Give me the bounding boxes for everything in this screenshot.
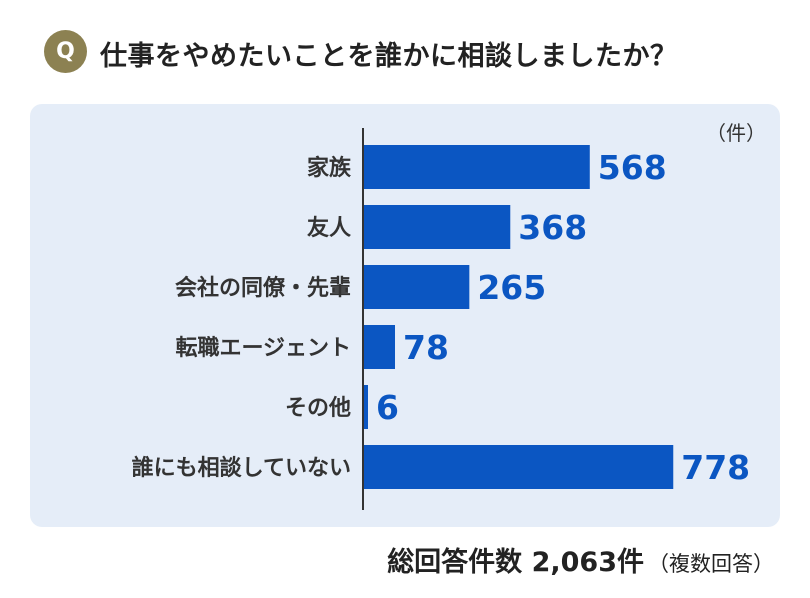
bar — [364, 325, 396, 369]
category-label: 誰にも相談していない — [132, 455, 351, 481]
question-badge: Q — [44, 30, 87, 73]
unit-label: （件） — [706, 121, 766, 145]
bar — [364, 265, 470, 309]
question-title: 仕事をやめたいことを誰かに相談しましたか？ — [100, 41, 678, 72]
bar — [364, 445, 674, 489]
total-responses: 総回答件数 2,063件 — [387, 547, 644, 578]
value-label: 568 — [598, 148, 667, 187]
multiple-answer-note: （複数回答） — [648, 552, 774, 576]
bar — [364, 205, 511, 249]
bar — [364, 385, 368, 429]
value-label: 6 — [376, 388, 399, 427]
value-label: 78 — [403, 328, 449, 367]
category-label: 友人 — [307, 216, 351, 241]
bar — [364, 145, 590, 189]
value-label: 778 — [681, 448, 750, 487]
category-label: 会社の同僚・先輩 — [175, 275, 351, 301]
category-label: 家族 — [307, 155, 352, 181]
category-label: その他 — [285, 396, 351, 421]
footer: 総回答件数 2,063件 （複数回答） — [387, 540, 774, 579]
value-label: 265 — [477, 268, 546, 307]
value-label: 368 — [518, 208, 587, 247]
category-label: 転職エージェント — [175, 335, 351, 361]
